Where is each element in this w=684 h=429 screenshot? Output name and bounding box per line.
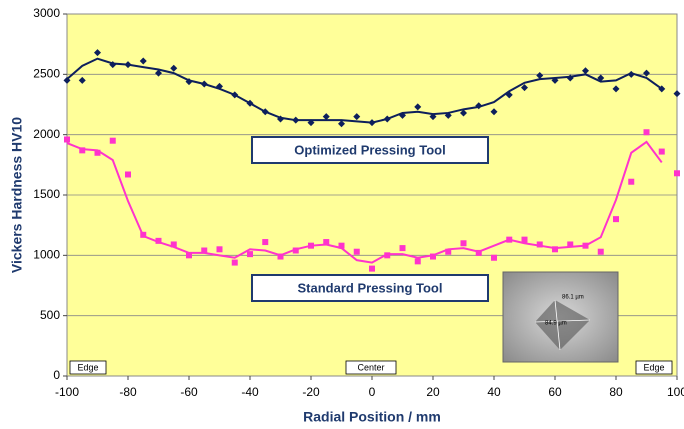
x-tick-label: -100: [55, 385, 79, 399]
x-tick-label: -20: [302, 385, 320, 399]
annotation: Optimized Pressing Tool: [294, 142, 445, 157]
point: [78, 76, 86, 84]
inset-image: 86.1 µm 84.9 µm: [502, 271, 619, 363]
point: [673, 90, 681, 98]
point: [201, 247, 208, 254]
x-tick-label: -60: [180, 385, 198, 399]
point: [597, 248, 604, 255]
x-tick-label: 80: [609, 385, 623, 399]
point: [353, 248, 360, 255]
line: [66, 57, 663, 124]
point: [109, 137, 116, 144]
y-tick-label: 500: [40, 308, 60, 322]
point: [292, 247, 299, 254]
marks: [63, 49, 681, 272]
point: [277, 253, 284, 260]
point: [491, 254, 497, 261]
y-tick-label: 2500: [33, 67, 60, 81]
point: [674, 170, 680, 177]
point: [490, 108, 498, 116]
point: [216, 246, 223, 253]
point: [613, 216, 619, 223]
point: [125, 171, 131, 178]
x-tick-label: -40: [241, 385, 259, 399]
x-tick-label: 40: [487, 385, 501, 399]
inset-label: 84.9 µm: [545, 321, 567, 327]
x-axis-label: Radial Position / mm: [303, 409, 441, 425]
point: [582, 67, 589, 75]
point: [536, 241, 543, 248]
point: [323, 239, 330, 246]
y-tick-label: 1500: [33, 187, 60, 201]
x-tick-label: -80: [119, 385, 137, 399]
point: [247, 251, 253, 258]
y-tick-label: 2000: [33, 127, 60, 141]
point: [414, 103, 422, 111]
point: [155, 237, 162, 244]
label-box: [69, 360, 107, 375]
point: [262, 239, 269, 246]
point: [170, 64, 178, 72]
point: [369, 265, 375, 272]
annotation: Center: [357, 362, 384, 372]
point: [79, 147, 86, 154]
point: [94, 149, 101, 156]
y-axis-label: Vickers Hardness HV10: [9, 117, 25, 273]
point: [353, 113, 361, 121]
point: [94, 49, 101, 57]
point: [628, 178, 635, 185]
point: [338, 120, 345, 128]
point: [567, 241, 574, 248]
point: [445, 248, 452, 255]
annotation: Edge: [77, 362, 98, 372]
y-tick-label: 3000: [33, 6, 60, 20]
annotation-box: [251, 274, 489, 302]
point: [460, 240, 467, 247]
annotation-box: [251, 136, 489, 164]
x-tick-label: 20: [426, 385, 440, 399]
point: [322, 113, 330, 121]
x-tick-label: 60: [548, 385, 562, 399]
point: [643, 129, 650, 136]
y-tick-label: 0: [53, 368, 60, 382]
point: [627, 70, 635, 78]
annotation: Standard Pressing Tool: [298, 280, 443, 295]
point: [536, 72, 544, 80]
point: [658, 148, 665, 155]
point: [414, 258, 421, 265]
x-tick-label: 100: [667, 385, 684, 399]
point: [612, 85, 620, 93]
point: [155, 69, 162, 77]
point: [399, 245, 406, 252]
point: [552, 246, 558, 253]
grid: [63, 13, 678, 380]
inset-label: 86.1 µm: [562, 295, 584, 301]
point: [64, 136, 70, 143]
point: [170, 241, 177, 248]
annotation: Edge: [643, 362, 664, 372]
point: [475, 249, 482, 256]
point: [231, 259, 238, 266]
point: [460, 109, 467, 117]
label-box: [635, 360, 673, 375]
point: [521, 84, 528, 92]
point: [186, 252, 192, 259]
point: [384, 252, 391, 259]
y-tick-label: 1000: [33, 248, 60, 262]
label-box: [345, 360, 397, 375]
point: [139, 57, 147, 65]
point: [338, 242, 345, 249]
line: [66, 140, 663, 264]
point: [643, 69, 650, 77]
x-tick-label: 0: [369, 385, 376, 399]
point: [521, 236, 528, 243]
point: [430, 253, 436, 260]
